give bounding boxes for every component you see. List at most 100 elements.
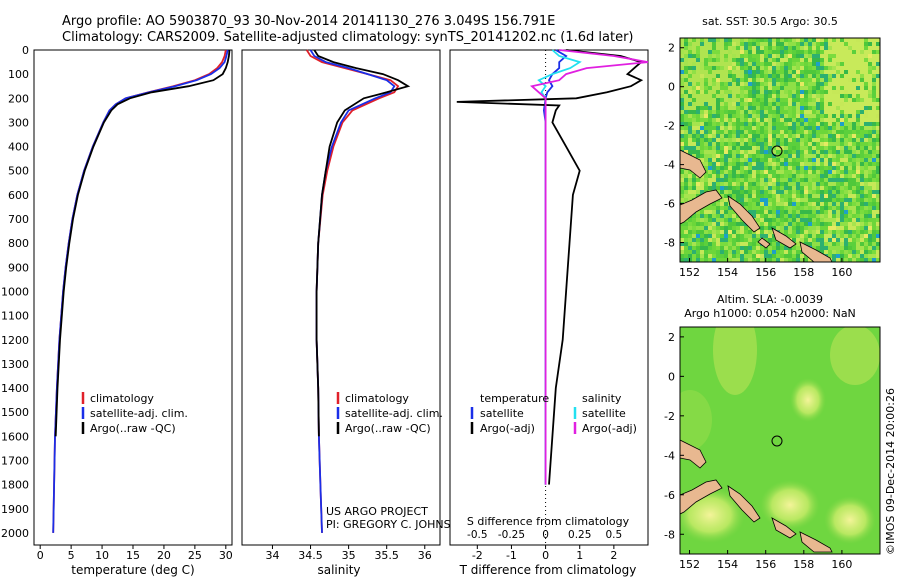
sst-cell bbox=[740, 106, 744, 110]
land-small-island bbox=[757, 237, 771, 249]
sst-cell bbox=[740, 114, 744, 118]
sst-cell bbox=[872, 146, 876, 150]
sst-cell bbox=[788, 118, 792, 122]
sst-cell bbox=[712, 226, 716, 230]
sst-cell bbox=[816, 82, 820, 86]
sst-cell bbox=[720, 86, 724, 90]
sst-cell bbox=[852, 142, 856, 146]
sst-cell bbox=[700, 154, 704, 158]
sst-cell bbox=[756, 166, 760, 170]
sst-cell bbox=[712, 206, 716, 210]
sst-cell bbox=[820, 190, 824, 194]
sst-cell bbox=[860, 122, 864, 126]
sst-cell bbox=[828, 190, 832, 194]
sst-cell bbox=[836, 146, 840, 150]
sst-cell bbox=[744, 70, 748, 74]
sst-cell bbox=[848, 158, 852, 162]
sst-cell bbox=[784, 74, 788, 78]
sst-cell bbox=[732, 222, 736, 226]
sst-cell bbox=[840, 254, 844, 258]
sst-cell bbox=[800, 138, 804, 142]
sst-cell bbox=[756, 42, 760, 46]
sst-cell bbox=[688, 146, 692, 150]
sst-cell bbox=[724, 226, 728, 230]
sst-cell bbox=[804, 190, 808, 194]
sst-cell bbox=[744, 46, 748, 50]
sst-cell bbox=[720, 122, 724, 126]
sst-cell bbox=[848, 174, 852, 178]
sst-cell bbox=[812, 98, 816, 102]
sst-cell bbox=[848, 58, 852, 62]
sst-cell bbox=[712, 146, 716, 150]
sst-cell bbox=[744, 90, 748, 94]
sst-cell bbox=[848, 218, 852, 222]
sst-cell bbox=[692, 174, 696, 178]
sst-cell bbox=[792, 174, 796, 178]
sst-cell bbox=[684, 46, 688, 50]
sst-cell bbox=[732, 58, 736, 62]
sst-cell bbox=[740, 86, 744, 90]
sst-cell bbox=[752, 86, 756, 90]
sst-cell bbox=[812, 170, 816, 174]
sst-cell bbox=[820, 198, 824, 202]
sst-cell bbox=[840, 154, 844, 158]
sst-cell bbox=[728, 54, 732, 58]
sst-cell bbox=[728, 66, 732, 70]
sst-cell bbox=[680, 142, 684, 146]
sst-cell bbox=[844, 98, 848, 102]
sst-cell bbox=[836, 62, 840, 66]
sst-cell bbox=[788, 250, 792, 254]
sst-cell bbox=[796, 182, 800, 186]
sst-cell bbox=[832, 78, 836, 82]
sst-cell bbox=[740, 234, 744, 238]
sst-cell bbox=[716, 98, 720, 102]
sst-cell bbox=[832, 214, 836, 218]
sst-cell bbox=[728, 230, 732, 234]
sst-cell bbox=[808, 62, 812, 66]
sst-cell bbox=[768, 174, 772, 178]
sst-cell bbox=[724, 194, 728, 198]
sst-cell bbox=[788, 110, 792, 114]
legend-climatology-label: climatology bbox=[90, 392, 154, 405]
sst-cell bbox=[808, 58, 812, 62]
sst-cell bbox=[816, 58, 820, 62]
map-x-tick-label: 156 bbox=[755, 266, 776, 279]
sst-cell bbox=[840, 214, 844, 218]
sst-cell bbox=[832, 142, 836, 146]
depth-tick-label: 900 bbox=[8, 261, 29, 274]
sst-cell bbox=[840, 230, 844, 234]
sst-cell bbox=[764, 234, 768, 238]
sst-cell bbox=[712, 150, 716, 154]
sst-cell bbox=[696, 102, 700, 106]
sst-cell bbox=[700, 66, 704, 70]
sst-cell bbox=[764, 42, 768, 46]
sst-cell bbox=[816, 162, 820, 166]
sst-cell bbox=[864, 122, 868, 126]
sst-cell bbox=[804, 222, 808, 226]
sst-cell bbox=[860, 70, 864, 74]
sst-cell bbox=[824, 94, 828, 98]
sst-cell bbox=[764, 46, 768, 50]
sla-land bbox=[680, 439, 833, 553]
sst-cell bbox=[764, 158, 768, 162]
sst-cell bbox=[768, 106, 772, 110]
sst-cell bbox=[824, 102, 828, 106]
sst-cell bbox=[856, 50, 860, 54]
sst-cell bbox=[772, 138, 776, 142]
sst-cell bbox=[692, 50, 696, 54]
land-choiseul bbox=[771, 517, 797, 539]
sst-cell bbox=[720, 46, 724, 50]
map-y-tick-label: 2 bbox=[668, 331, 675, 344]
sst-cell bbox=[800, 150, 804, 154]
depth-tick-label: 0 bbox=[22, 44, 29, 57]
sst-cell bbox=[812, 46, 816, 50]
sst-cell bbox=[764, 90, 768, 94]
sst-cell bbox=[788, 154, 792, 158]
sst-cell bbox=[836, 226, 840, 230]
sst-cell bbox=[824, 42, 828, 46]
sst-cell bbox=[696, 242, 700, 246]
sst-cell bbox=[772, 66, 776, 70]
sst-cell bbox=[732, 254, 736, 258]
sst-cell bbox=[684, 106, 688, 110]
